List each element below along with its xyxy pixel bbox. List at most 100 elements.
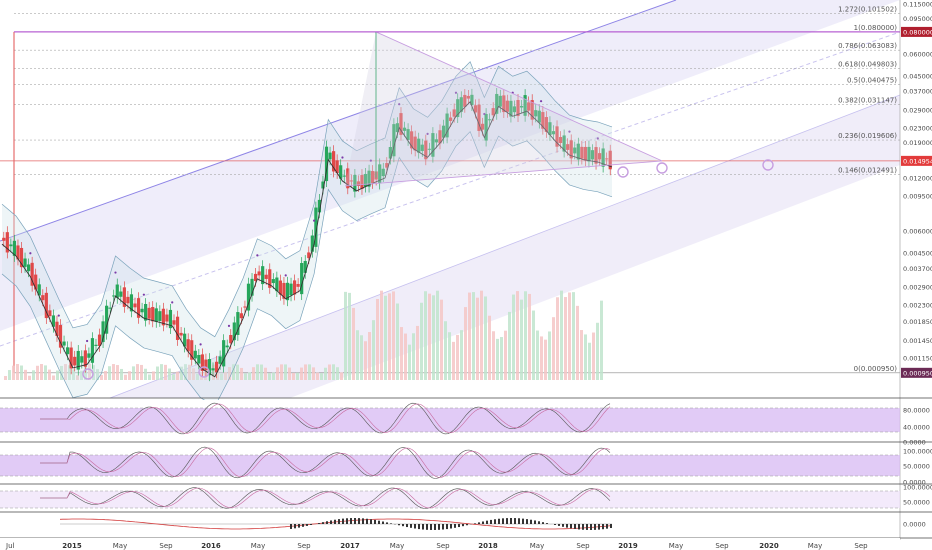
fib-label: 0.382(0.031147) <box>838 96 897 104</box>
volume-bar <box>152 371 155 380</box>
x-tick-label: May <box>530 542 544 550</box>
candle-body <box>193 350 197 359</box>
volume-bar <box>368 332 371 380</box>
volume-bar <box>332 364 335 380</box>
macd-histogram-bar <box>538 521 540 524</box>
volume-bar <box>520 299 523 380</box>
candle-body <box>406 129 410 140</box>
candle-body <box>186 339 190 352</box>
volume-bar <box>80 370 83 380</box>
candle-body <box>161 308 165 326</box>
candle-body <box>597 153 602 160</box>
volume-bar <box>188 364 191 380</box>
x-tick-label: 2017 <box>340 542 360 550</box>
volume-bar <box>596 322 599 380</box>
volume-bar <box>472 292 475 380</box>
candle-body <box>392 124 396 157</box>
candle-body <box>445 113 449 138</box>
oscillator-line <box>40 446 611 479</box>
volume-bar <box>296 372 299 380</box>
pane-y-tick: 80.0000 <box>903 407 930 415</box>
y-tick-label: 0.023000 <box>903 124 932 132</box>
oscillator-line <box>40 402 611 435</box>
macd-histogram-bar <box>302 524 304 527</box>
volume-bar <box>484 296 487 380</box>
sar-dot <box>57 314 60 317</box>
candle-body <box>239 313 243 319</box>
volume-bar <box>140 364 143 380</box>
volume-bar <box>224 372 227 380</box>
macd-histogram-bar <box>306 524 308 526</box>
volume-bar <box>196 373 199 380</box>
volume-bar <box>568 292 571 380</box>
candle-body <box>232 322 236 341</box>
macd-histogram-bar <box>310 524 312 525</box>
candle-body <box>519 105 524 108</box>
candle-body <box>321 181 325 189</box>
candle-body <box>356 181 361 186</box>
volume-bar <box>44 365 47 380</box>
x-tick-label: May <box>808 542 822 550</box>
macd-histogram-bar <box>454 524 456 528</box>
volume-bar <box>236 364 239 380</box>
volume-bar <box>132 366 135 380</box>
macd-histogram-bar <box>406 524 408 528</box>
pane-y-tick: 0.0000 <box>903 521 926 529</box>
triangle-fill <box>345 31 662 186</box>
volume-bar <box>240 367 243 380</box>
volume-bar <box>108 366 111 380</box>
y-tick-label: 0.095000 <box>903 15 932 23</box>
sar-dot <box>256 254 259 257</box>
volume-bar <box>436 290 439 380</box>
candle-body <box>551 131 556 135</box>
volume-bar <box>220 373 223 380</box>
sar-dot <box>114 271 117 274</box>
volume-bar <box>284 364 287 380</box>
volume-bar <box>420 302 423 380</box>
candle-body <box>378 164 382 184</box>
macd-histogram-bar <box>414 524 416 529</box>
candle-body <box>101 321 105 343</box>
sar-dot <box>369 159 372 162</box>
volume-bar <box>556 297 559 380</box>
volume-bar <box>56 370 59 380</box>
candle-body <box>558 137 563 144</box>
volume-bar <box>468 292 471 380</box>
candle-body <box>55 321 59 336</box>
macd-histogram-bar <box>514 518 516 524</box>
macd-histogram-bar <box>350 518 352 524</box>
candle-body <box>151 307 155 322</box>
candle-body <box>466 95 470 99</box>
volume-bar <box>584 334 587 380</box>
macd-histogram-bar <box>446 524 448 530</box>
macd-histogram-bar <box>546 523 548 524</box>
candle-body <box>573 147 577 154</box>
pane-band <box>0 491 900 508</box>
candle-body <box>381 168 385 177</box>
candle-body <box>459 97 463 112</box>
candle-body <box>527 102 531 111</box>
marker-circle <box>198 366 210 378</box>
x-tick-label: 2018 <box>478 542 498 550</box>
candle-body <box>165 314 169 322</box>
macd-histogram-bar <box>506 518 508 524</box>
volume-bar <box>4 376 7 380</box>
candle-body <box>80 356 84 363</box>
macd-histogram-bar <box>346 518 348 524</box>
volume-bar <box>192 368 195 380</box>
macd-histogram-bar <box>294 524 296 529</box>
pane-band <box>0 408 900 432</box>
candle-body <box>402 127 407 131</box>
volume-bar <box>448 332 451 380</box>
volume-bar <box>88 364 91 380</box>
oscillator-line <box>40 487 611 509</box>
candle-body <box>477 104 481 131</box>
candle-body <box>456 99 460 118</box>
volume-bar <box>48 369 51 380</box>
macd-histogram-bar <box>522 518 524 524</box>
candle-body <box>438 130 442 144</box>
sar-dot <box>284 274 287 277</box>
macd-histogram-bar <box>582 524 584 530</box>
candle-body <box>278 280 283 295</box>
